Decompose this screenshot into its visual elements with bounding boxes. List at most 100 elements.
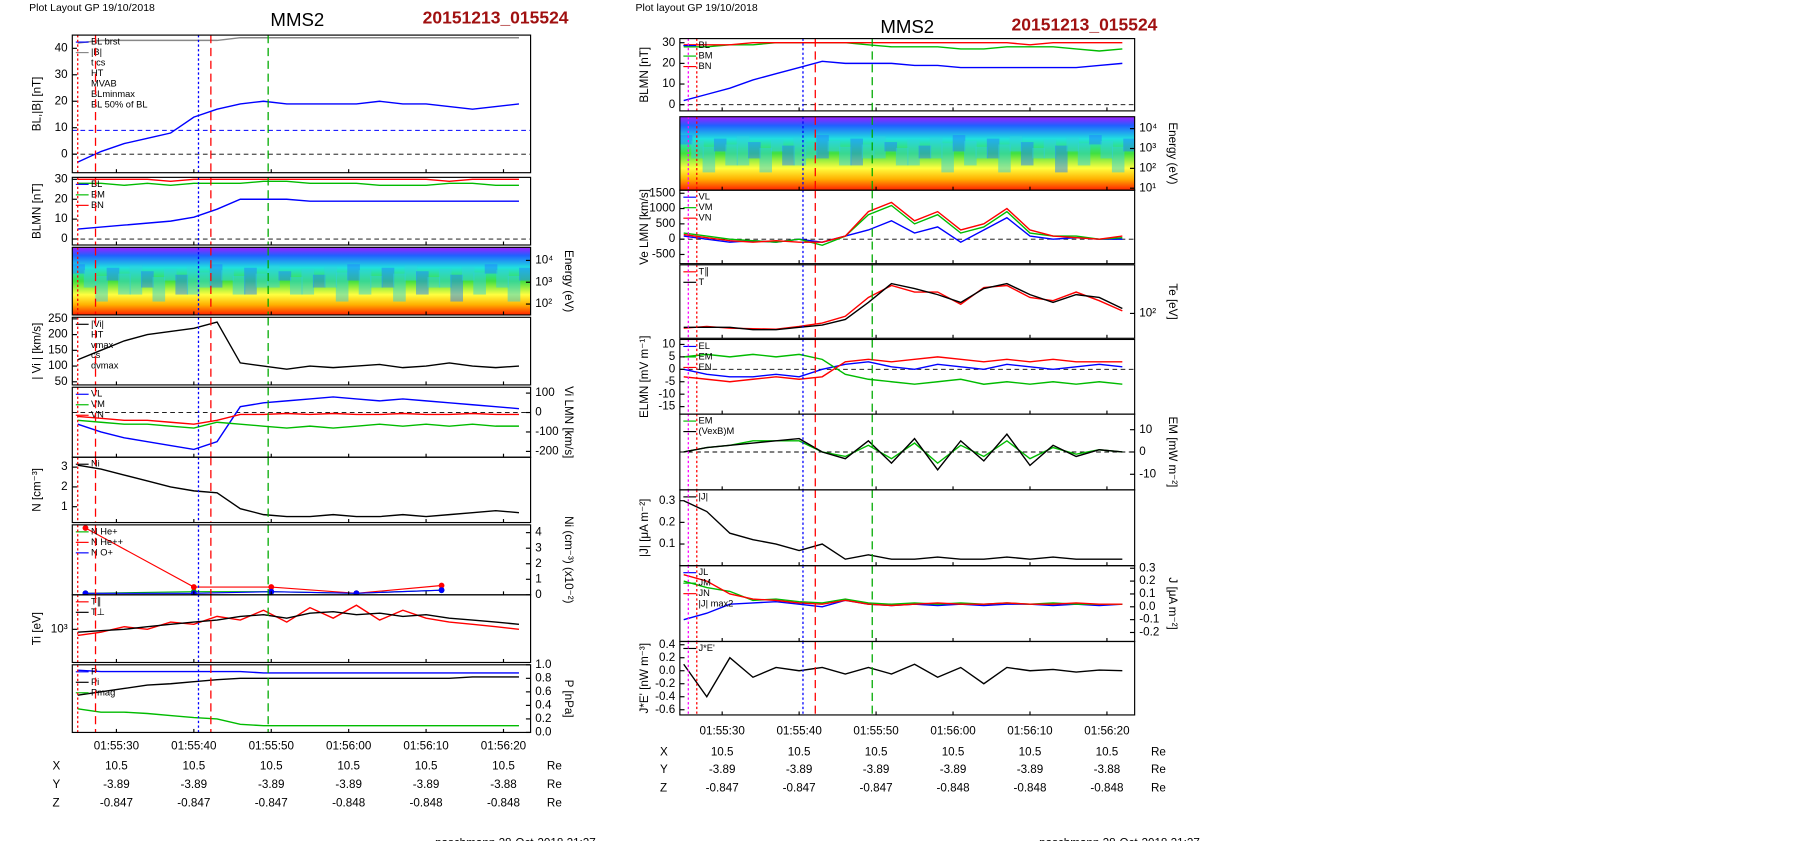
spectrogram-patch — [782, 145, 795, 166]
y-tick-label: 250 — [48, 312, 68, 325]
panel-frame — [679, 38, 1136, 112]
y-tick-label: 0.2 — [1139, 574, 1155, 587]
y-tick-label: 0.2 — [659, 515, 675, 528]
y-tick-label: 10² — [1139, 161, 1156, 174]
spectrogram-patch — [301, 268, 315, 295]
panel — [683, 656, 1123, 699]
spectrogram-patch — [827, 140, 841, 152]
y-tick-label: 0 — [669, 98, 676, 111]
legend-entry: VM — [699, 202, 713, 212]
series-line — [683, 284, 1123, 330]
y-tick-label: 0.2 — [535, 712, 551, 725]
panel-frame — [679, 489, 1136, 567]
legend-entry: T∥ — [699, 266, 709, 276]
ephemeris-value: -0.847 — [255, 797, 288, 810]
y-tick-label: 5 — [669, 350, 675, 363]
spectrogram-patch — [816, 135, 829, 159]
spectrogram-patch — [1100, 140, 1114, 159]
ephemeris-value: -3.88 — [490, 778, 517, 791]
series-line — [77, 604, 520, 637]
legend-entry: BN — [699, 61, 712, 71]
plot-header: Plot Layout GP 19/10/2018 — [29, 3, 155, 14]
ephemeris-value: -0.847 — [860, 781, 893, 794]
y-tick-label: 3 — [535, 541, 541, 554]
spectrogram-patch — [358, 270, 372, 295]
y-tick-label: -0.2 — [655, 677, 675, 690]
series-line — [77, 464, 520, 518]
data-point — [82, 525, 89, 531]
y-tick-label: 0 — [61, 147, 68, 160]
y-tick-label: 0.4 — [535, 698, 552, 711]
y-tick-label: 100 — [48, 359, 68, 372]
series-line — [77, 419, 519, 429]
panel — [77, 464, 520, 518]
spectrogram-patch — [907, 139, 920, 166]
spectrogram-patch — [175, 274, 189, 295]
ephemeris-value: -0.847 — [706, 781, 739, 794]
panel-frame — [71, 246, 532, 316]
y-tick-label: -10 — [658, 387, 675, 400]
spectrogram-patch — [507, 275, 521, 302]
series-line — [77, 396, 520, 451]
spectrogram-patch — [244, 267, 257, 295]
legend-entry: BM — [91, 189, 105, 199]
panel-label: HT — [91, 68, 104, 78]
ephemeris-value: -3.89 — [258, 778, 285, 791]
panel-frame — [679, 640, 1136, 716]
panel-label: BL 50% of BL — [91, 100, 148, 110]
series-line — [77, 178, 519, 183]
y-tick-label: 10³ — [51, 622, 68, 635]
y-tick-label: 10 — [662, 338, 675, 351]
legend-entry: N O+ — [91, 547, 113, 557]
ephemeris-value: 10.5 — [1096, 745, 1119, 758]
y-tick-label: -10 — [1139, 467, 1156, 480]
y-axis-label: EM [mW m⁻²] — [1166, 417, 1179, 488]
ephemeris-value: 10.5 — [337, 759, 360, 772]
spectrogram-patch — [861, 144, 875, 159]
y-tick-label: 0 — [669, 362, 676, 375]
event-id: 20151213_015524 — [1012, 14, 1158, 34]
spectrogram-patch — [163, 268, 177, 281]
legend-entry: JM — [699, 578, 711, 588]
legend-entry: Pmag — [91, 687, 115, 697]
y-tick-label: 10² — [535, 297, 552, 310]
y-tick-label: 500 — [656, 217, 676, 230]
y-tick-label: -0.1 — [1139, 613, 1159, 626]
spectrogram-patch — [324, 266, 337, 288]
y-axis-label: |J| [μA m⁻²] — [638, 499, 651, 557]
series-line — [683, 353, 1123, 385]
y-axis-label: Ti [eV] — [30, 612, 43, 645]
panel — [683, 282, 1123, 331]
spectrogram-patch — [679, 135, 693, 145]
ephemeris-value: 10.5 — [182, 759, 205, 772]
y-tick-label: 10 — [55, 212, 68, 225]
y-tick-label: 3 — [61, 460, 67, 473]
legend-entry: N He++ — [91, 537, 123, 547]
ephemeris-value: 10.5 — [492, 759, 515, 772]
panel-label: cs — [91, 350, 101, 360]
panel — [82, 525, 445, 595]
y-tick-label: 0.6 — [535, 685, 551, 698]
data-point — [268, 584, 275, 590]
y-tick-label: -200 — [535, 444, 559, 457]
y-tick-label: 1 — [535, 572, 541, 585]
legend-entry: T⊥ — [91, 607, 105, 617]
y-tick-label: 100 — [535, 386, 555, 399]
y-axis-label: | Vi | [km/s] — [30, 323, 43, 380]
y-tick-label: 1000 — [649, 202, 675, 215]
spectrogram-patch — [416, 271, 429, 295]
ephemeris-value: -0.847 — [783, 781, 816, 794]
y-tick-label: 20 — [55, 94, 68, 107]
legend-entry: JL — [699, 567, 709, 577]
legend-entry: VM — [91, 399, 105, 409]
series-line — [683, 42, 1123, 46]
x-tick-label: 01:55:30 — [699, 724, 745, 737]
spectrogram-patch — [1009, 136, 1023, 152]
series-line — [683, 656, 1123, 699]
y-tick-label: -0.4 — [655, 690, 676, 703]
ephemeris-value: -0.848 — [1090, 781, 1123, 794]
spectrogram-patch — [986, 138, 1000, 159]
spectrogram-patch — [1043, 139, 1057, 159]
spectrogram-patch — [347, 264, 360, 281]
spectrogram-patch — [873, 136, 886, 159]
